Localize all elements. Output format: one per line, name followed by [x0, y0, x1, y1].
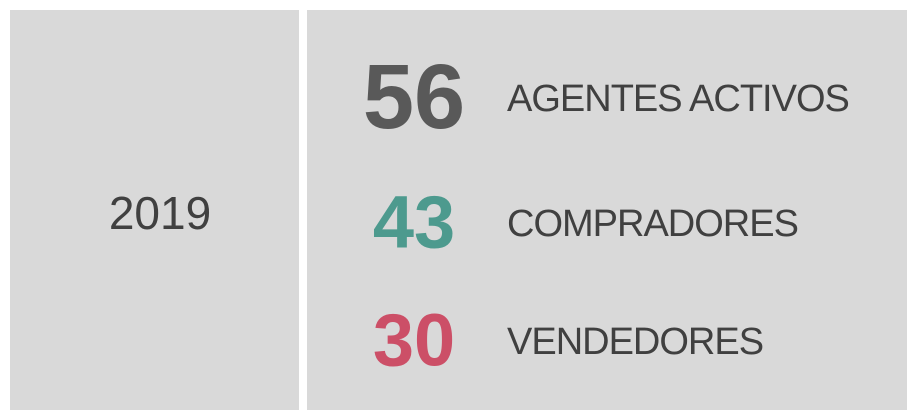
- stat-value: 30: [373, 299, 455, 382]
- year: 2019: [109, 187, 211, 239]
- stat-label: AGENTES ACTIVOS: [507, 78, 849, 120]
- stats-box: [307, 10, 907, 410]
- stat-label: VENDEDORES: [507, 321, 763, 363]
- stat-label: COMPRADORES: [507, 203, 798, 245]
- stat-value: 56: [363, 46, 465, 148]
- year-box: [10, 10, 299, 410]
- stat-value: 43: [373, 181, 455, 264]
